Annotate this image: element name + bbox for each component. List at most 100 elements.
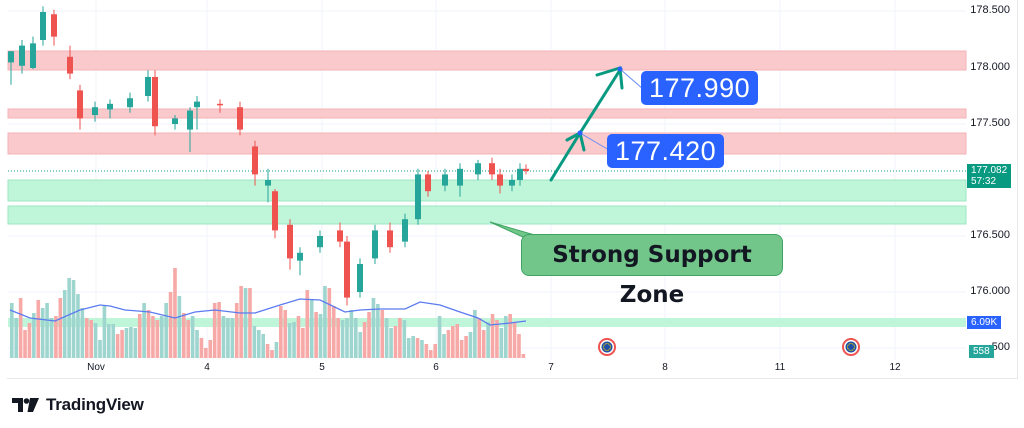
price-tick-label: 500 [991,341,1010,353]
volume-bar [221,316,226,358]
candle-body [457,168,463,186]
volume-bar [367,312,371,358]
volume-bar [455,324,460,358]
volume-bar [446,330,451,358]
volume-bar [354,318,358,358]
support-zone [7,179,967,202]
candle-body [265,180,271,186]
eu-star-icon [850,342,852,345]
candle-body [372,230,378,259]
volume-bar [451,326,455,358]
tradingview-logo[interactable]: TradingView [12,395,144,415]
candle-body [252,146,258,175]
volume-bar [411,336,415,358]
candle-body [145,76,151,96]
candle-body [187,110,193,130]
tradingview-logo-text: TradingView [46,395,144,414]
volume-bar [402,320,407,358]
volume-bar [521,354,526,358]
volume-bar [437,316,442,358]
volume-bar [146,310,151,358]
chart-frame[interactable] [7,0,1018,379]
date-tick-label: 5 [319,362,325,373]
volume-bar [380,310,385,358]
candle-body [92,107,98,116]
volume-bar [433,344,437,358]
candle-body [40,12,46,40]
volume-bar [371,298,376,358]
volume-bar [384,318,389,358]
eu-star-icon [847,348,849,350]
target-2-callout[interactable]: 177.990 [641,71,759,105]
volume-bar [389,328,393,358]
candle-body [497,174,503,186]
last-price-badge: 177.082 57:32 [967,164,1012,188]
volume-bar [133,328,138,358]
volume-bar [190,316,195,358]
volume-bar [23,330,27,358]
volume-bar [182,313,186,358]
price-tick-label: 178.500 [970,4,1010,16]
volume-bar [76,294,80,358]
volume-ma-line [9,298,527,326]
volume-bar [270,350,274,358]
volume-bar [503,316,508,358]
volume-bar [177,296,182,358]
volume-bar [199,338,204,358]
volume-bar [195,330,199,358]
volume-bar [36,300,41,358]
volume-bar [32,313,36,358]
volume-bar [49,318,54,358]
candle-body [442,174,448,186]
volume-bar [495,320,499,358]
volume-bar [490,314,495,358]
candle-body [217,103,223,106]
volume-bar [18,298,23,358]
candle-body [489,163,495,175]
candle-body [387,230,393,248]
eu-star-icon [852,349,854,351]
support-zone-callout[interactable]: Strong Support Zone [521,234,783,308]
volume-bar [517,334,521,358]
candle-body [402,219,408,242]
volume-bar [27,323,32,358]
date-tick-label: 8 [662,362,668,373]
eu-star-icon [609,344,611,346]
volume-bar [84,318,89,358]
volume-bar [331,306,336,358]
volume-bar [230,318,235,358]
volume-bar [120,330,124,358]
price-tick-label: 176.000 [970,285,1010,297]
volume-bar [208,340,213,358]
volume-bar [142,303,146,358]
volume-bar [102,306,107,358]
date-tick-label: 6 [433,362,439,373]
volume-bar [168,292,173,358]
date-tick-label: 7 [548,362,554,373]
volume-bar [376,304,380,358]
eu-star-icon [846,346,849,348]
eu-star-icon [848,343,850,345]
candle-body [172,118,178,124]
volume-bar [93,323,98,358]
price-tick-label: 176.500 [970,229,1010,241]
volume-bar [67,278,71,358]
volume-bar [111,324,116,358]
candle-body [19,45,25,66]
eu-star-icon [603,344,605,346]
volume-bar [186,320,191,358]
volume-bar [151,316,155,358]
candle-body [509,180,515,186]
volume-bar [477,318,482,358]
volume-bar [54,316,58,358]
volume-bar [14,318,19,358]
eu-star-icon [853,346,856,348]
target-1-callout[interactable]: 177.420 [607,134,725,168]
volume-bar [442,334,446,358]
eu-star-icon [603,348,605,350]
candle-body [107,103,113,110]
volume-bar [459,340,464,358]
candle-body [127,98,133,108]
volume-bar [301,328,305,358]
